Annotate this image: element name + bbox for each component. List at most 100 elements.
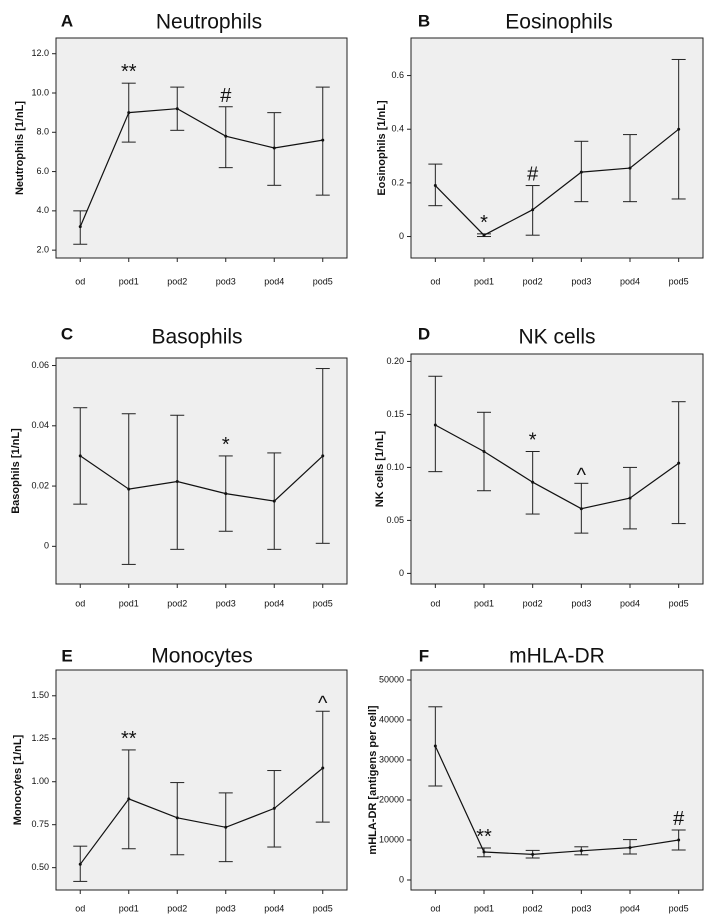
x-tick-label: pod4 [620, 903, 640, 913]
y-tick-label: 0.15 [386, 409, 404, 419]
data-point [579, 849, 583, 853]
data-point [78, 454, 82, 458]
y-tick-label: 0 [399, 568, 404, 578]
significance-marker: * [480, 212, 488, 234]
x-tick-label: od [75, 903, 85, 913]
data-point [482, 450, 486, 454]
data-point [677, 838, 681, 842]
plot-area [410, 353, 704, 585]
y-tick-label: 1.00 [31, 776, 49, 786]
significance-marker: # [673, 808, 685, 830]
data-point [677, 461, 681, 465]
chart-title: NK cells [518, 326, 595, 349]
panel-letter: B [418, 11, 430, 30]
x-tick-label: od [75, 598, 85, 608]
data-point [127, 487, 131, 491]
plot-area [55, 357, 348, 585]
data-point [579, 507, 583, 511]
data-point [272, 806, 276, 810]
significance-marker: # [527, 164, 539, 186]
significance-marker: ** [121, 728, 137, 750]
y-tick-label: 0.2 [391, 177, 404, 187]
data-point [175, 107, 179, 111]
data-point [224, 134, 228, 138]
x-tick-label: od [430, 598, 440, 608]
x-tick-label: pod5 [669, 276, 689, 286]
chart-title: mHLA-DR [509, 645, 605, 668]
panel-letter: E [61, 646, 72, 665]
x-tick-label: od [430, 903, 440, 913]
y-tick-label: 12.0 [31, 48, 49, 58]
significance-marker: * [222, 434, 230, 456]
chart-panel-e: E Monocytes 0.50 0.75 1.00 1.25 1.50 od pod1 pod2… [12, 645, 348, 913]
y-tick-label: 0.02 [31, 480, 49, 490]
y-tick-label: 1.50 [31, 690, 49, 700]
significance-marker: ^ [318, 692, 328, 714]
panel-letter: D [418, 324, 430, 343]
data-point [224, 825, 228, 829]
y-tick-label: 30000 [379, 754, 404, 764]
y-tick-label: 2.0 [36, 245, 49, 255]
y-tick-label: 0.10 [386, 462, 404, 472]
chart-title: Monocytes [151, 645, 253, 668]
y-axis-label: Eosinophils [1/nL] [376, 100, 388, 196]
plot-area [410, 37, 704, 259]
data-point [78, 862, 82, 866]
y-tick-label: 10.0 [31, 87, 49, 97]
plot-area [410, 669, 704, 891]
y-tick-label: 40000 [379, 714, 404, 724]
plot-area [55, 37, 348, 259]
significance-marker: ^ [577, 464, 587, 486]
x-tick-label: pod4 [620, 276, 640, 286]
significance-marker: # [220, 85, 232, 107]
chart-panel-a: A Neutrophils 2.0 4.0 6.0 8.0 10.0 12.0 od pod1 po… [14, 11, 348, 286]
y-tick-label: 8.0 [36, 127, 49, 137]
x-tick-label: pod5 [313, 276, 333, 286]
data-point [433, 184, 437, 188]
y-tick-label: 0.06 [31, 360, 49, 370]
chart-title: Basophils [151, 326, 242, 349]
data-point [531, 852, 535, 856]
data-point [321, 766, 325, 770]
y-tick-label: 0.6 [391, 70, 404, 80]
y-axis-label: mHLA-DR [antigens per cell] [367, 705, 379, 854]
x-tick-label: pod3 [216, 598, 236, 608]
data-point [175, 480, 179, 484]
data-point [127, 797, 131, 801]
y-tick-label: 6.0 [36, 166, 49, 176]
series-line [79, 767, 324, 865]
y-axis-label: Neutrophils [1/nL] [14, 101, 26, 195]
x-tick-label: pod1 [474, 598, 494, 608]
y-tick-label: 0.20 [386, 356, 404, 366]
y-tick-label: 4.0 [36, 205, 49, 215]
y-tick-label: 0.05 [386, 515, 404, 525]
y-tick-label: 0 [399, 874, 404, 884]
data-point [677, 127, 681, 131]
x-tick-label: pod2 [167, 276, 187, 286]
series-line [79, 108, 323, 227]
series-line [79, 455, 324, 502]
x-tick-label: pod3 [216, 276, 236, 286]
significance-marker: ** [476, 826, 492, 848]
data-point [272, 146, 276, 150]
x-tick-label: pod5 [313, 903, 333, 913]
x-tick-label: pod1 [119, 276, 139, 286]
data-point [175, 816, 179, 820]
data-point [433, 744, 437, 748]
data-point [531, 208, 535, 212]
data-point [482, 233, 486, 237]
x-tick-label: pod4 [264, 903, 284, 913]
x-tick-label: od [430, 276, 440, 286]
x-tick-label: pod4 [620, 598, 640, 608]
chart-panel-c: C Basophils 0 0.02 0.04 0.06 od pod1 pod2 pod3 pod… [10, 324, 348, 608]
x-tick-label: pod1 [119, 598, 139, 608]
x-tick-label: pod1 [474, 903, 494, 913]
chart-title: Neutrophils [156, 11, 262, 34]
x-tick-label: pod1 [119, 903, 139, 913]
x-tick-label: pod5 [669, 903, 689, 913]
y-tick-label: 0 [399, 231, 404, 241]
data-point [433, 423, 437, 427]
data-point [628, 496, 632, 500]
data-point [628, 166, 632, 170]
